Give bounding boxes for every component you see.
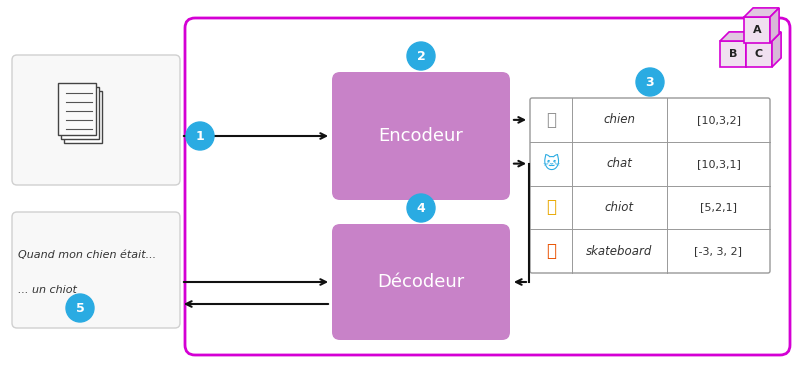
Text: 5: 5 — [76, 301, 84, 315]
Text: Décodeur: Décodeur — [378, 273, 465, 291]
Text: B: B — [729, 49, 737, 59]
FancyBboxPatch shape — [12, 212, 180, 328]
Polygon shape — [746, 32, 755, 67]
Text: 3: 3 — [646, 75, 654, 88]
Text: chiot: chiot — [605, 201, 634, 214]
Text: [5,2,1]: [5,2,1] — [700, 202, 737, 212]
FancyBboxPatch shape — [61, 87, 99, 139]
Circle shape — [407, 194, 435, 222]
FancyBboxPatch shape — [332, 224, 510, 340]
Polygon shape — [770, 8, 779, 43]
Text: 🐱: 🐱 — [542, 155, 560, 173]
FancyBboxPatch shape — [12, 55, 180, 185]
Text: C: C — [755, 49, 763, 59]
FancyBboxPatch shape — [64, 91, 102, 143]
Circle shape — [407, 42, 435, 70]
FancyBboxPatch shape — [332, 72, 510, 200]
Text: Encodeur: Encodeur — [378, 127, 463, 145]
Polygon shape — [720, 32, 755, 41]
Text: ... un chiot: ... un chiot — [18, 285, 77, 295]
Text: chien: chien — [603, 113, 635, 126]
FancyBboxPatch shape — [746, 41, 772, 67]
Text: 2: 2 — [417, 50, 426, 63]
Circle shape — [66, 294, 94, 322]
Circle shape — [186, 122, 214, 150]
Text: 1: 1 — [196, 130, 204, 142]
Text: skateboard: skateboard — [586, 245, 653, 258]
Polygon shape — [772, 32, 781, 67]
Polygon shape — [744, 8, 779, 17]
Text: Quand mon chien était...: Quand mon chien était... — [18, 250, 156, 260]
Circle shape — [636, 68, 664, 96]
Polygon shape — [746, 32, 781, 41]
Text: 🛹: 🛹 — [546, 242, 556, 260]
FancyBboxPatch shape — [744, 17, 770, 43]
Text: chat: chat — [606, 157, 633, 170]
Text: [-3, 3, 2]: [-3, 3, 2] — [694, 246, 742, 256]
Text: 🐩: 🐩 — [546, 111, 556, 129]
FancyBboxPatch shape — [58, 83, 96, 135]
FancyBboxPatch shape — [530, 98, 770, 273]
Text: [10,3,1]: [10,3,1] — [697, 159, 741, 169]
FancyBboxPatch shape — [720, 41, 746, 67]
Text: A: A — [753, 25, 762, 35]
Text: 🐶: 🐶 — [546, 198, 556, 216]
Text: 4: 4 — [417, 202, 426, 215]
Text: [10,3,2]: [10,3,2] — [697, 115, 741, 125]
